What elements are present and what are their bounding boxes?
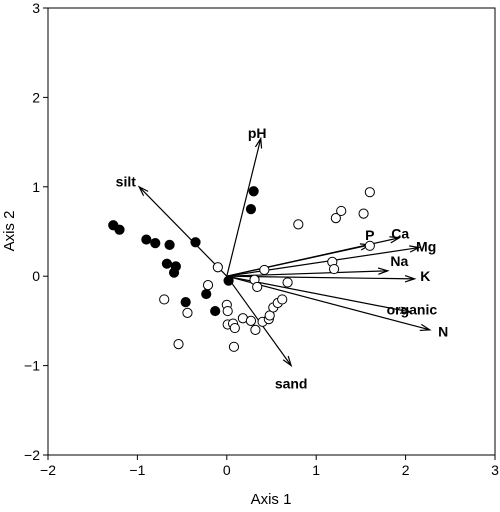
open-point [358, 208, 369, 219]
filled-point [150, 238, 161, 249]
vector-label: N [438, 324, 448, 340]
vector-arrowhead [409, 245, 421, 253]
open-point [173, 339, 184, 350]
x-axis-title: Axis 1 [251, 491, 292, 508]
vector-label: sand [275, 375, 308, 391]
filled-point [114, 224, 125, 235]
y-tick-label: −2 [24, 447, 40, 463]
vector-label: Ca [391, 225, 409, 241]
x-tick-label: 0 [223, 462, 231, 478]
vector-arrowhead [377, 267, 390, 275]
vector-label: P [365, 227, 374, 243]
filled-point [168, 267, 180, 278]
open-point [328, 263, 340, 275]
open-point [364, 187, 375, 198]
y-tick-label: 2 [32, 89, 40, 105]
y-tick-label: 0 [32, 268, 40, 284]
filled-point [245, 204, 257, 215]
vector-line [226, 270, 388, 277]
vector-label: Na [390, 253, 408, 269]
open-point [229, 322, 240, 334]
vector-arrowhead [404, 275, 417, 283]
filled-point [223, 275, 234, 286]
open-point [330, 212, 341, 224]
filled-point [180, 297, 191, 308]
filled-point [161, 258, 173, 269]
vector-arrowhead [254, 136, 263, 149]
filled-point [210, 305, 221, 317]
open-point [364, 240, 375, 251]
vector-label: organic [387, 301, 438, 317]
filled-point [164, 239, 175, 251]
x-tick-label: 2 [402, 462, 410, 478]
open-point [250, 324, 261, 335]
x-tick-label: 3 [491, 462, 499, 478]
sample-points [108, 186, 375, 352]
filled-point [141, 234, 152, 245]
filled-point [248, 186, 259, 197]
vector-arrowhead [137, 185, 149, 197]
axis-ticks: −2 −1 0 1 2 3 −2 −1 0 1 2 3 [24, 0, 499, 478]
vector-arrowhead [389, 236, 402, 244]
vector-line [226, 138, 262, 277]
x-tick-label: −2 [40, 462, 56, 478]
open-point [282, 277, 293, 288]
open-point [202, 280, 214, 291]
open-point [293, 219, 304, 230]
open-point [245, 315, 257, 326]
vector-arrowhead [282, 355, 293, 368]
vector-arrowhead [419, 323, 432, 332]
filled-point [190, 237, 201, 248]
open-point [277, 294, 288, 305]
open-point [252, 281, 263, 293]
x-tick-label: 1 [312, 462, 320, 478]
vector-line [138, 186, 228, 277]
plot-frame [47, 7, 496, 456]
y-tick-label: −1 [24, 358, 40, 374]
vector-label: Mg [416, 239, 436, 255]
y-tick-label: 1 [32, 179, 40, 195]
vector-label: K [420, 268, 430, 284]
y-tick-label: 3 [32, 0, 40, 16]
open-point [159, 294, 170, 305]
vector-line [226, 246, 420, 277]
open-point [182, 307, 193, 318]
vector-label: pH [248, 125, 267, 141]
x-tick-label: −1 [129, 462, 145, 478]
open-point [259, 264, 270, 276]
filled-point [201, 288, 212, 300]
y-axis-title: Axis 2 [1, 211, 18, 252]
vector-label: silt [116, 173, 137, 189]
open-point [336, 205, 347, 217]
vector-arrowhead [400, 306, 412, 314]
open-point [212, 262, 223, 273]
open-point [228, 341, 240, 352]
open-point [222, 305, 233, 317]
